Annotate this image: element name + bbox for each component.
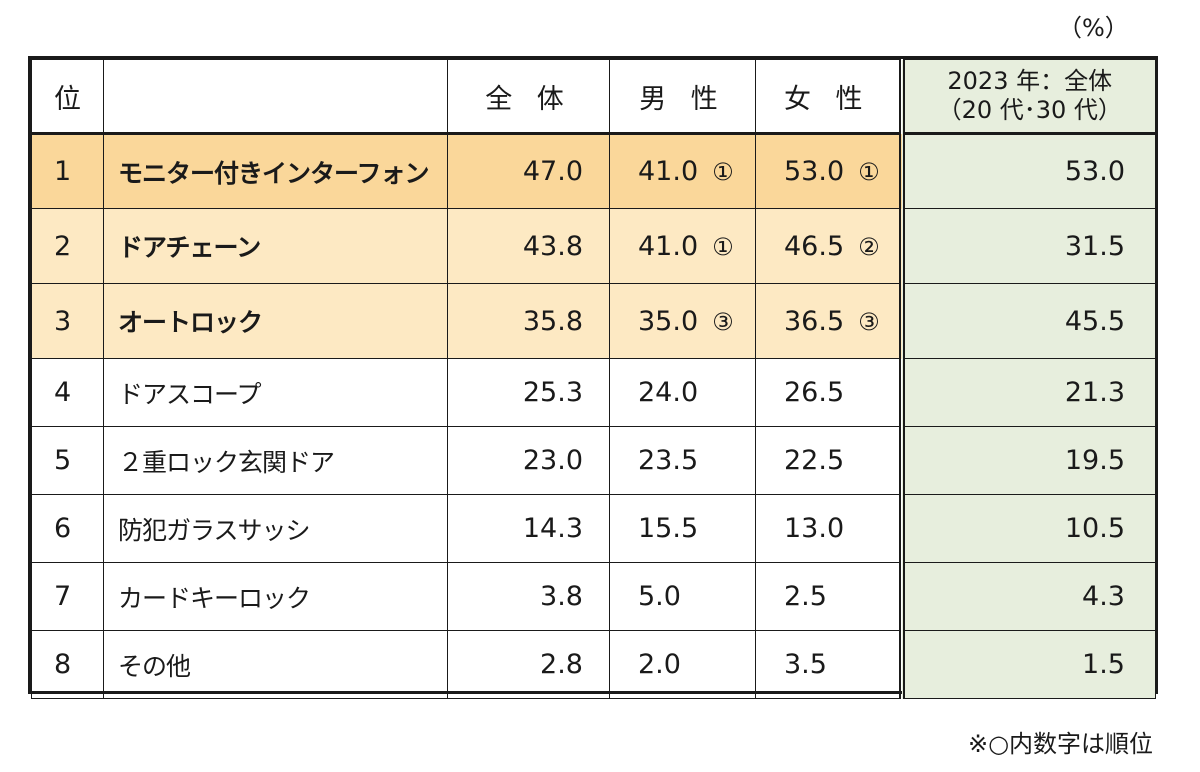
rank-cell: 8 xyxy=(31,630,104,699)
header-row: 位 全 体 男 性 女 性 2023 年：全体 （20 代･30 代） xyxy=(31,59,1156,135)
item-cell: ドアチェーン xyxy=(103,208,448,284)
overall-cell: 14.3 xyxy=(447,494,610,563)
header-overall: 全 体 xyxy=(447,59,610,135)
prev-cell: 53.0 xyxy=(898,133,1156,209)
rank-cell: 3 xyxy=(31,283,104,359)
female-value: 3.5 xyxy=(784,649,827,680)
table-row: 8 その他 2.8 2.0 3.5 1.5 xyxy=(31,630,1156,699)
prev-cell: 21.3 xyxy=(898,358,1156,427)
female-value: 13.0 xyxy=(784,513,845,544)
rank-cell: 5 xyxy=(31,426,104,495)
table-row: 3 オートロック 35.8 35.0 ③ 36.5 ③ 45.5 xyxy=(31,283,1156,359)
female-rank-badge: ① xyxy=(858,158,880,186)
female-cell: 13.0 xyxy=(755,494,902,563)
female-rank-badge: ③ xyxy=(858,307,880,336)
male-cell: 2.0 xyxy=(609,630,756,699)
female-value: 26.5 xyxy=(784,377,845,408)
male-value: 5.0 xyxy=(638,581,681,612)
prev-cell: 4.3 xyxy=(898,562,1156,631)
item-cell: カードキーロック xyxy=(103,562,448,631)
male-value: 24.0 xyxy=(638,377,699,408)
table-row: 5 ２重ロック玄関ドア 23.0 23.5 22.5 19.5 xyxy=(31,426,1156,495)
overall-cell: 47.0 xyxy=(447,133,610,209)
table-row: 7 カードキーロック 3.8 5.0 2.5 4.3 xyxy=(31,562,1156,631)
prev-cell: 45.5 xyxy=(898,283,1156,359)
male-cell: 35.0 ③ xyxy=(609,283,756,359)
female-cell: 3.5 xyxy=(755,630,902,699)
rank-cell: 2 xyxy=(31,208,104,284)
overall-cell: 35.8 xyxy=(447,283,610,359)
male-value: 2.0 xyxy=(638,649,681,680)
female-value: 46.5 xyxy=(784,230,845,262)
ranking-table: 位 全 体 男 性 女 性 2023 年：全体 （20 代･30 代） 1 モニ… xyxy=(28,56,1158,699)
item-cell: オートロック xyxy=(103,283,448,359)
overall-cell: 23.0 xyxy=(447,426,610,495)
male-value: 15.5 xyxy=(638,513,699,544)
table-row: 6 防犯ガラスサッシ 14.3 15.5 13.0 10.5 xyxy=(31,494,1156,563)
female-value: 53.0 xyxy=(784,156,845,187)
prev-cell: 19.5 xyxy=(898,426,1156,495)
prev-cell: 31.5 xyxy=(898,208,1156,284)
footnote: ※○内数字は順位 xyxy=(968,730,1154,758)
female-cell: 46.5 ② xyxy=(755,208,902,284)
rank-cell: 4 xyxy=(31,358,104,427)
male-cell: 24.0 xyxy=(609,358,756,427)
male-rank-badge: ① xyxy=(712,232,734,261)
female-cell: 22.5 xyxy=(755,426,902,495)
male-value: 35.0 xyxy=(638,305,699,337)
item-cell: 防犯ガラスサッシ xyxy=(103,494,448,563)
male-cell: 23.5 xyxy=(609,426,756,495)
item-cell: ドアスコープ xyxy=(103,358,448,427)
female-value: 36.5 xyxy=(784,305,845,337)
header-female: 女 性 xyxy=(755,59,902,135)
male-cell: 5.0 xyxy=(609,562,756,631)
male-value: 41.0 xyxy=(638,230,699,262)
female-cell: 26.5 xyxy=(755,358,902,427)
rank-cell: 7 xyxy=(31,562,104,631)
prev-cell: 1.5 xyxy=(898,630,1156,699)
header-item xyxy=(103,59,448,135)
table-row: 2 ドアチェーン 43.8 41.0 ① 46.5 ② 31.5 xyxy=(31,208,1156,284)
unit-label: （%） xyxy=(1058,14,1129,42)
male-rank-badge: ① xyxy=(712,158,734,186)
item-cell: ２重ロック玄関ドア xyxy=(103,426,448,495)
item-cell: その他 xyxy=(103,630,448,699)
overall-cell: 3.8 xyxy=(447,562,610,631)
male-rank-badge: ③ xyxy=(712,307,734,336)
female-cell: 53.0 ① xyxy=(755,133,902,209)
female-cell: 2.5 xyxy=(755,562,902,631)
table-row: 1 モニター付きインターフォン 47.0 41.0 ① 53.0 ① 53.0 xyxy=(31,133,1156,209)
female-rank-badge: ② xyxy=(858,232,880,261)
male-cell: 41.0 ① xyxy=(609,133,756,209)
table-row: 4 ドアスコープ 25.3 24.0 26.5 21.3 xyxy=(31,358,1156,427)
female-cell: 36.5 ③ xyxy=(755,283,902,359)
header-2023: 2023 年：全体 （20 代･30 代） xyxy=(898,59,1156,135)
header-2023-line2: （20 代･30 代） xyxy=(937,96,1122,124)
overall-cell: 25.3 xyxy=(447,358,610,427)
male-value: 23.5 xyxy=(638,445,699,476)
item-cell: モニター付きインターフォン xyxy=(103,133,448,209)
overall-cell: 2.8 xyxy=(447,630,610,699)
rank-cell: 6 xyxy=(31,494,104,563)
male-value: 41.0 xyxy=(638,156,699,187)
male-cell: 41.0 ① xyxy=(609,208,756,284)
rank-cell: 1 xyxy=(31,133,104,209)
header-rank: 位 xyxy=(31,59,104,135)
female-value: 2.5 xyxy=(784,581,827,612)
overall-cell: 43.8 xyxy=(447,208,610,284)
female-value: 22.5 xyxy=(784,445,845,476)
header-male: 男 性 xyxy=(609,59,756,135)
male-cell: 15.5 xyxy=(609,494,756,563)
header-2023-line1: 2023 年：全体 xyxy=(947,67,1113,95)
prev-cell: 10.5 xyxy=(898,494,1156,563)
